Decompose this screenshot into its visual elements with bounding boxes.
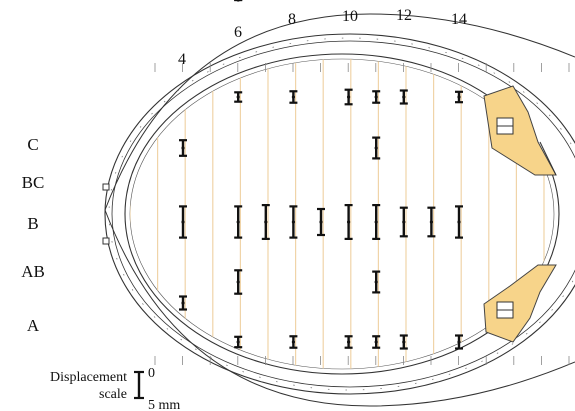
row-label-b: B xyxy=(27,214,38,233)
row-label-a: A xyxy=(27,316,40,335)
displacement-bar xyxy=(317,207,325,237)
displacement-bar xyxy=(455,334,463,350)
frame-label-8: 8 xyxy=(288,11,296,28)
row-labels: C BC B AB A xyxy=(21,135,45,335)
fitting-lower xyxy=(483,264,557,343)
row-label-c: C xyxy=(27,135,38,154)
displacement-bar xyxy=(234,269,243,295)
displacement-bar xyxy=(179,205,187,239)
scale-title: Displacement xyxy=(50,370,127,385)
displacement-bar xyxy=(289,205,298,239)
row-label-ab: AB xyxy=(21,262,45,281)
displacement-bar xyxy=(179,139,187,157)
frame-label-6: 6 xyxy=(234,24,242,41)
frame-labels: 4 6 8 10 12 14 xyxy=(178,7,467,68)
ring-inner xyxy=(111,40,575,388)
fitting-lower-body xyxy=(483,264,557,343)
scale-max-label: 5 mm xyxy=(148,398,180,411)
displacement-bar xyxy=(372,136,381,160)
displacement-bar xyxy=(372,270,381,294)
scale-zero-label: 0 xyxy=(148,366,155,381)
displacement-bar xyxy=(427,206,436,238)
displacement-bar xyxy=(372,335,381,349)
displacement-bar xyxy=(455,90,463,104)
displacement-bar xyxy=(179,295,187,311)
displacement-bar xyxy=(372,90,381,104)
displacement-bar xyxy=(289,335,298,349)
frame-ticks xyxy=(154,63,570,365)
displacement-bar xyxy=(234,205,243,239)
displacement-bar xyxy=(289,90,298,104)
hull-outer-outline xyxy=(104,13,575,407)
displacement-bar xyxy=(344,335,353,349)
frame-label-12: 12 xyxy=(396,7,412,24)
displacement-bar xyxy=(261,204,270,240)
displacement-bar xyxy=(344,88,353,106)
displacement-scale: Displacement scale 0 5 mm xyxy=(50,366,180,411)
displacement-bars xyxy=(179,0,463,350)
displacement-bar xyxy=(234,91,243,103)
fitting-upper xyxy=(483,85,557,176)
displacement-bar xyxy=(372,204,381,240)
frame-label-14: 14 xyxy=(451,11,467,28)
displacement-bar xyxy=(399,206,408,238)
scale-subtitle: scale xyxy=(99,387,127,402)
fitting-upper-body xyxy=(483,85,557,176)
ring-outer xyxy=(104,33,575,395)
displacement-bar xyxy=(399,334,408,350)
frame-label-10: 10 xyxy=(342,8,358,25)
displacement-bar xyxy=(234,0,243,2)
scale-bar xyxy=(134,370,144,400)
row-label-bc: BC xyxy=(22,173,45,192)
skin-panel-outline xyxy=(124,53,560,375)
displacement-bar xyxy=(399,89,408,105)
displacement-bar xyxy=(234,335,243,349)
displacement-bar xyxy=(455,205,463,239)
displacement-bar xyxy=(344,204,353,240)
side-clips xyxy=(102,183,110,245)
frame-label-4: 4 xyxy=(178,51,186,68)
